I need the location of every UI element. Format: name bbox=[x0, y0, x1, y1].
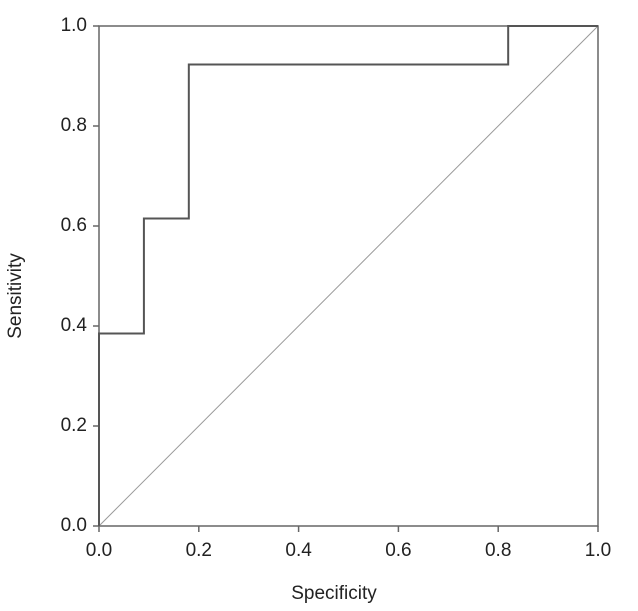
y-tick-label: 0.0 bbox=[61, 515, 87, 536]
x-tick-label: 0.8 bbox=[485, 540, 511, 561]
x-tick-label: 0.4 bbox=[285, 540, 312, 561]
y-tick-label: 0.6 bbox=[61, 215, 87, 236]
x-tick-label: 0.6 bbox=[385, 540, 411, 561]
y-tick-label: 0.4 bbox=[61, 315, 88, 336]
x-tick-label: 1.0 bbox=[585, 540, 611, 561]
x-tick-label: 0.2 bbox=[186, 540, 212, 561]
y-tick-label: 0.2 bbox=[61, 415, 87, 436]
y-axis-label: Sensitivity bbox=[5, 253, 26, 339]
reference-line bbox=[98, 25, 599, 527]
roc-curve bbox=[98, 25, 598, 526]
x-tick-label: 0.0 bbox=[86, 540, 112, 561]
y-tick-label: 1.0 bbox=[61, 15, 87, 36]
x-axis-label: Specificity bbox=[291, 583, 377, 604]
y-tick-label: 0.8 bbox=[61, 115, 87, 136]
plot-frame bbox=[98, 25, 599, 527]
